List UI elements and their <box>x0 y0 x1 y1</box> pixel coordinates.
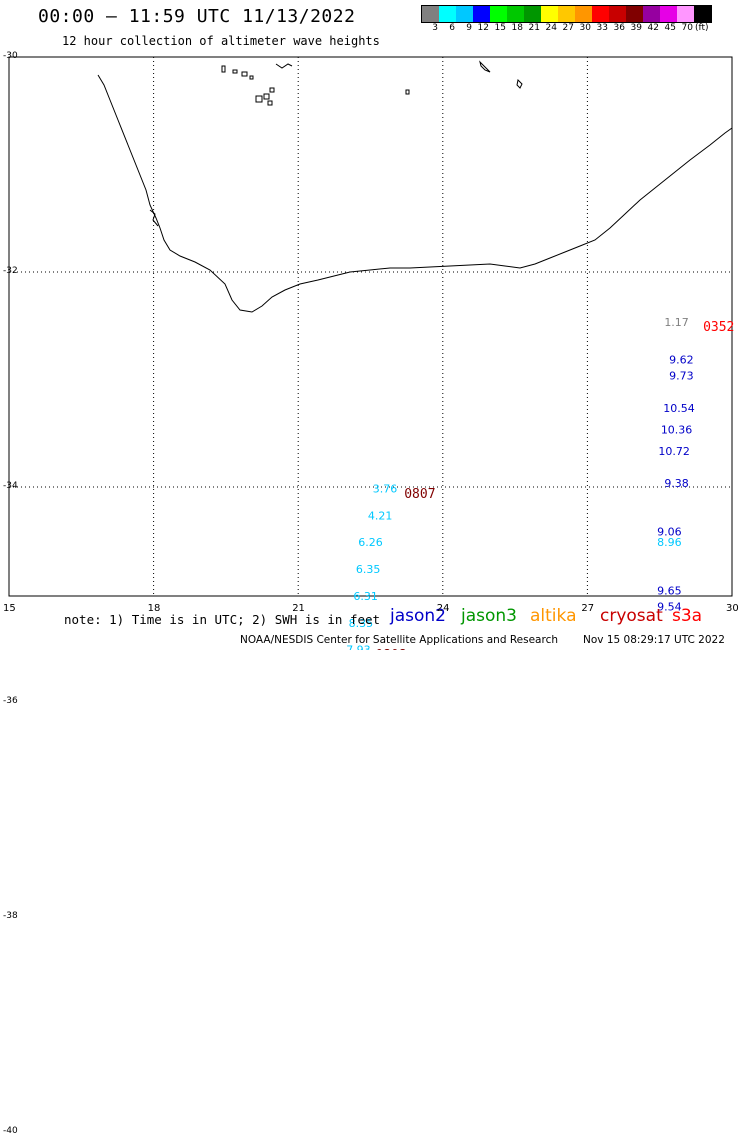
lon-tick-label: 24 <box>436 603 450 614</box>
legend-label: 24 <box>545 23 557 33</box>
legend-label: 9 <box>466 23 472 33</box>
wave-height-value: 9.65 <box>657 585 682 598</box>
wave-height-value: 9.06 <box>657 525 682 538</box>
legend-swatch <box>456 6 473 22</box>
legend-label: 42 <box>647 23 659 33</box>
wave-height-value: 10.36 <box>661 423 693 436</box>
satellite-s3a: s3a <box>672 606 703 626</box>
lon-tick-label: 27 <box>581 603 595 614</box>
wave-height-value: 7.93 <box>346 644 371 650</box>
legend-label: 21 <box>528 23 540 33</box>
coastline <box>97 74 733 313</box>
legend-label: 30 <box>579 23 591 33</box>
legend-swatch <box>694 6 711 22</box>
lat-tick-label: -38 <box>3 911 18 921</box>
legend-label: 18 <box>511 23 523 33</box>
legend-unit: (ft) <box>695 23 709 33</box>
lat-tick-label: -34 <box>3 481 18 491</box>
pass-time-label: 0808 <box>375 648 406 650</box>
wave-height-value: 9.38 <box>664 477 689 490</box>
satellite-cryosat: cryosat <box>600 606 663 626</box>
wave-height-value: 9.73 <box>669 370 694 383</box>
legend-label: 33 <box>596 23 608 33</box>
track-east-observations: 1.17 9.62 9.73 10.54 10.36 10.72 9.38 9.068.96 9… <box>657 316 695 614</box>
legend-swatch <box>439 6 456 22</box>
generated-timestamp: Nov 15 08:29:17 UTC 2022 <box>583 634 725 646</box>
legend-swatch <box>473 6 490 22</box>
legend-swatch <box>507 6 524 22</box>
wave-height-value: 8.35 <box>349 617 374 630</box>
credit-line: NOAA/NESDIS Center for Satellite Applica… <box>240 634 558 646</box>
legend-label: 12 <box>477 23 489 33</box>
map-subtitle: 12 hour collection of altimeter wave hei… <box>62 34 380 48</box>
lat-tick-label: -40 <box>3 1126 18 1136</box>
wave-height-value: 4.21 <box>368 509 393 522</box>
lon-tick-label: 15 <box>3 603 16 614</box>
legend-swatch <box>422 6 439 22</box>
wave-height-value: 1.17 <box>664 316 689 329</box>
footer-note: note: 1) Time is in UTC; 2) SWH is in fe… <box>64 612 381 627</box>
lon-tick-label: 30 <box>726 603 739 614</box>
legend-swatch <box>490 6 507 22</box>
wave-height-value: 9.62 <box>669 353 694 366</box>
lon-tick-label: 21 <box>292 603 305 614</box>
legend-swatch <box>575 6 592 22</box>
legend-label: 36 <box>613 23 625 33</box>
lon-tick-label: 18 <box>147 603 161 614</box>
legend-label: 3 <box>432 23 438 33</box>
legend-swatch <box>558 6 575 22</box>
color-scale-labels: 3 6 9 12 15 18 21 24 27 30 33 36 39 42 45 70 (ft) <box>421 23 715 33</box>
map-frame <box>8 56 733 597</box>
pass-time-label: 0352 <box>703 320 734 335</box>
legend-label: 70 <box>681 23 693 33</box>
wave-height-value: 8.96 <box>657 536 682 549</box>
wave-height-value: 6.35 <box>356 563 381 576</box>
wave-height-value: 6.31 <box>353 590 378 603</box>
lat-tick-label: -32 <box>3 266 18 276</box>
legend-swatch <box>677 6 694 22</box>
legend-label: 45 <box>664 23 676 33</box>
pass-time-labels: 08070808080903520352035303530354 <box>375 320 734 650</box>
legend-label: 15 <box>494 23 506 33</box>
pass-time-label: 0807 <box>404 487 435 502</box>
legend-swatch <box>609 6 626 22</box>
track-west-observations: 3.764.216.266.356.318.357.939.708.517.81… <box>346 482 398 650</box>
map-title: 00:00 – 11:59 UTC 11/13/2022 <box>38 6 356 27</box>
wave-height-value: 3.76 <box>373 482 398 495</box>
legend-label: 39 <box>630 23 642 33</box>
legend-swatch <box>541 6 558 22</box>
legend-swatch <box>592 6 609 22</box>
legend-swatch <box>660 6 677 22</box>
wave-height-value: 6.26 <box>358 536 383 549</box>
wave-height-map: 3.764.216.266.356.318.357.939.708.517.81… <box>8 56 734 650</box>
legend-label: 6 <box>449 23 455 33</box>
legend-swatch <box>643 6 660 22</box>
legend-label: 27 <box>562 23 574 33</box>
wave-height-value: 10.54 <box>663 402 695 415</box>
lat-tick-label: -36 <box>3 696 18 706</box>
legend-swatch <box>626 6 643 22</box>
coastline-detail <box>149 209 159 227</box>
color-scale-legend <box>421 5 712 23</box>
wave-height-value: 9.54 <box>657 601 682 614</box>
lat-tick-label: -30 <box>3 51 18 61</box>
satellite-jason3: jason3 <box>461 606 517 626</box>
wave-height-value: 10.72 <box>658 445 690 458</box>
satellite-jason2: jason2 <box>390 606 446 626</box>
islands <box>221 60 523 106</box>
satellite-altika: altika <box>530 606 577 626</box>
graticule <box>9 57 732 596</box>
legend-swatch <box>524 6 541 22</box>
